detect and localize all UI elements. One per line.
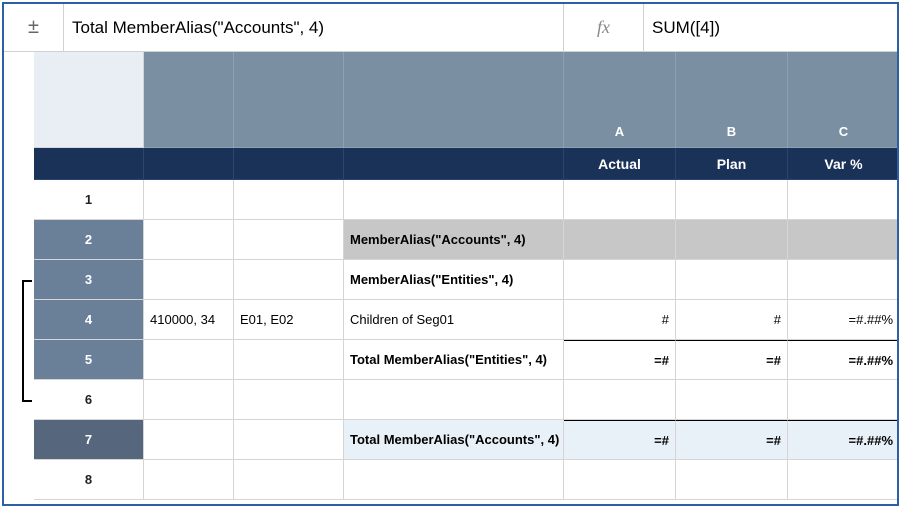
row-bracket — [4, 300, 34, 340]
row-dim-1[interactable]: 410000, 34 — [144, 300, 234, 340]
col-letter-b[interactable]: B — [676, 52, 788, 148]
cell-b[interactable] — [676, 380, 788, 420]
cell-b[interactable] — [676, 260, 788, 300]
cell-a[interactable]: # — [564, 300, 676, 340]
fx-icon[interactable]: fx — [564, 4, 644, 51]
row-label[interactable]: Children of Seg01 — [344, 300, 564, 340]
row-number[interactable]: 8 — [34, 460, 144, 500]
cell-c[interactable] — [788, 220, 899, 260]
scenario-blank — [234, 148, 344, 180]
cell-a[interactable] — [564, 260, 676, 300]
row-dim-1[interactable] — [144, 420, 234, 460]
dim-header-3[interactable] — [344, 52, 564, 148]
scenario-blank — [34, 148, 144, 180]
row-label[interactable]: Total MemberAlias("Accounts", 4) — [344, 420, 564, 460]
cell-b[interactable]: =# — [676, 340, 788, 380]
header-corner — [34, 52, 144, 148]
name-box[interactable]: Total MemberAlias("Accounts", 4) — [64, 4, 564, 51]
gutter — [4, 52, 34, 148]
scenario-blank — [344, 148, 564, 180]
cell-b[interactable]: # — [676, 300, 788, 340]
col-label-actual[interactable]: Actual — [564, 148, 676, 180]
row-dim-2[interactable]: E01, E02 — [234, 300, 344, 340]
row-number[interactable]: 6 — [34, 380, 144, 420]
row-bracket — [4, 420, 34, 460]
row-label[interactable]: MemberAlias("Entities", 4) — [344, 260, 564, 300]
cell-a[interactable] — [564, 180, 676, 220]
dim-header-2[interactable] — [234, 52, 344, 148]
col-letter-c[interactable]: C — [788, 52, 899, 148]
row-label[interactable]: MemberAlias("Accounts", 4) — [344, 220, 564, 260]
row-number[interactable]: 1 — [34, 180, 144, 220]
dim-header-1[interactable] — [144, 52, 234, 148]
row-label[interactable] — [344, 460, 564, 500]
cell-c[interactable]: =#.##% — [788, 300, 899, 340]
cell-a[interactable] — [564, 220, 676, 260]
row-dim-1[interactable] — [144, 460, 234, 500]
cell-b[interactable] — [676, 460, 788, 500]
expand-toggle-icon[interactable]: ± — [4, 4, 64, 51]
design-grid: A B C Actual Plan Var % 12 MemberAlias("A… — [4, 52, 897, 500]
row-dim-2[interactable] — [234, 420, 344, 460]
formula-input[interactable]: SUM([4]) — [644, 4, 897, 51]
cell-a[interactable] — [564, 380, 676, 420]
row-dim-1[interactable] — [144, 180, 234, 220]
row-bracket — [4, 260, 34, 300]
row-number[interactable]: 5 — [34, 340, 144, 380]
col-label-var[interactable]: Var % — [788, 148, 899, 180]
row-bracket — [4, 460, 34, 500]
gutter — [4, 148, 34, 180]
cell-c[interactable] — [788, 380, 899, 420]
row-dim-2[interactable] — [234, 460, 344, 500]
row-dim-1[interactable] — [144, 220, 234, 260]
row-number[interactable]: 4 — [34, 300, 144, 340]
row-dim-1[interactable] — [144, 260, 234, 300]
cell-c[interactable]: =#.##% — [788, 420, 899, 460]
cell-b[interactable] — [676, 180, 788, 220]
cell-a[interactable]: =# — [564, 420, 676, 460]
cell-c[interactable] — [788, 460, 899, 500]
row-dim-2[interactable] — [234, 180, 344, 220]
col-label-plan[interactable]: Plan — [676, 148, 788, 180]
row-label[interactable] — [344, 180, 564, 220]
formula-bar: ± Total MemberAlias("Accounts", 4) fx SU… — [4, 4, 897, 52]
row-number[interactable]: 2 — [34, 220, 144, 260]
row-number[interactable]: 7 — [34, 420, 144, 460]
report-designer: ± Total MemberAlias("Accounts", 4) fx SU… — [2, 2, 899, 506]
row-dim-2[interactable] — [234, 380, 344, 420]
col-letter-a[interactable]: A — [564, 52, 676, 148]
scenario-blank — [144, 148, 234, 180]
cell-c[interactable] — [788, 260, 899, 300]
row-dim-2[interactable] — [234, 260, 344, 300]
row-label[interactable]: Total MemberAlias("Entities", 4) — [344, 340, 564, 380]
cell-b[interactable] — [676, 220, 788, 260]
row-dim-2[interactable] — [234, 340, 344, 380]
row-label[interactable] — [344, 380, 564, 420]
cell-c[interactable] — [788, 180, 899, 220]
row-dim-2[interactable] — [234, 220, 344, 260]
row-dim-1[interactable] — [144, 380, 234, 420]
cell-a[interactable]: =# — [564, 340, 676, 380]
cell-c[interactable]: =#.##% — [788, 340, 899, 380]
row-dim-1[interactable] — [144, 340, 234, 380]
row-number[interactable]: 3 — [34, 260, 144, 300]
row-bracket — [4, 220, 34, 260]
row-bracket — [4, 340, 34, 380]
row-bracket — [4, 180, 34, 220]
row-bracket — [4, 380, 34, 420]
cell-b[interactable]: =# — [676, 420, 788, 460]
cell-a[interactable] — [564, 460, 676, 500]
